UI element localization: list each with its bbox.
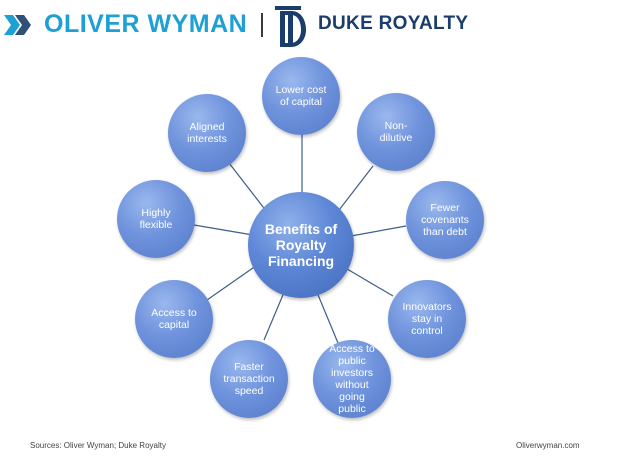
benefit-label: Non- dilutive xyxy=(379,120,413,144)
benefit-node-access-capital: Access to capital xyxy=(135,280,213,358)
connector-line xyxy=(263,289,286,341)
header-divider xyxy=(261,13,263,37)
benefit-node-aligned-interests: Aligned interests xyxy=(168,94,246,172)
header: OLIVER WYMAN DUKE ROYALTY xyxy=(0,0,617,52)
oliver-wyman-logo-icon xyxy=(4,15,31,35)
benefit-label: Lower cost of capital xyxy=(275,84,327,108)
duke-royalty-wordmark: DUKE ROYALTY xyxy=(318,13,469,34)
benefit-label: Highly flexible xyxy=(139,207,173,231)
benefit-node-lower-cost: Lower cost of capital xyxy=(262,57,340,135)
benefit-label: Innovators stay in control xyxy=(402,301,452,337)
benefit-node-highly-flexible: Highly flexible xyxy=(117,180,195,258)
duke-royalty-logo-icon xyxy=(275,6,306,47)
oliver-wyman-wordmark: OLIVER WYMAN xyxy=(44,10,248,38)
connector-line xyxy=(228,162,268,213)
benefit-node-fewer-covenants: Fewer covenants than debt xyxy=(406,181,484,259)
connector-line xyxy=(206,262,261,301)
center-node: Benefits of Royalty Financing xyxy=(248,192,354,298)
sources-note: Sources: Oliver Wyman; Duke Royalty xyxy=(30,441,166,450)
benefit-label: Access to public investors without going… xyxy=(329,343,375,415)
benefit-node-non-dilutive: Non- dilutive xyxy=(357,93,435,171)
center-label: Benefits of Royalty Financing xyxy=(264,221,338,269)
connector-line xyxy=(193,224,254,236)
connector-line xyxy=(341,265,394,297)
connector-line xyxy=(315,289,339,344)
benefit-label: Aligned interests xyxy=(187,121,227,145)
connector-line xyxy=(335,165,374,215)
benefit-node-innovators-control: Innovators stay in control xyxy=(388,280,466,358)
benefit-label: Access to capital xyxy=(151,307,197,331)
benefit-node-faster-transaction: Faster transaction speed xyxy=(210,340,288,418)
benefit-label: Fewer covenants than debt xyxy=(421,202,469,238)
connector-line xyxy=(350,225,407,237)
benefit-node-public-investors: Access to public investors without going… xyxy=(313,340,391,418)
website-link[interactable]: Oliverwyman.com xyxy=(516,441,580,450)
benefit-label: Faster transaction speed xyxy=(223,361,275,397)
